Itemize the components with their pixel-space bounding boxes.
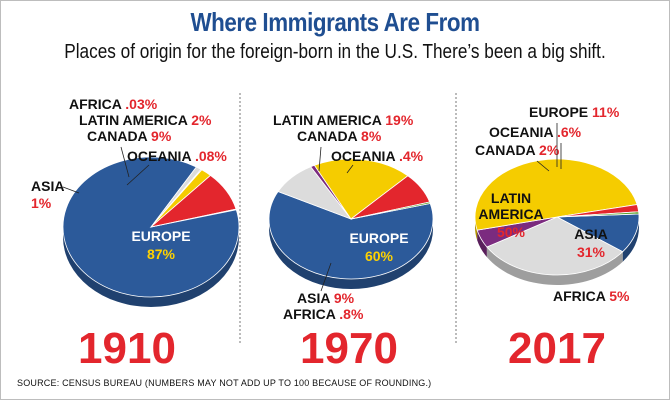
slice-value-africa-2017: 5% — [609, 288, 630, 304]
slice-label-latin-america-1910: LATIN AMERICA 2% — [79, 112, 212, 128]
panel-divider — [455, 93, 457, 343]
slice-value-oceania-1970: .4% — [399, 148, 424, 164]
slice-latin-america-1970 — [313, 158, 409, 220]
slice-label-latin-america-1970: LATIN AMERICA 19% — [273, 112, 414, 128]
slice-label-africa-2017: AFRICA 5% — [553, 288, 630, 304]
slice-value-europe-1910: 87% — [147, 246, 176, 262]
leader-line — [126, 164, 150, 186]
slice-europe-1970 — [268, 191, 434, 280]
slice-value-europe-2017: 11% — [592, 104, 620, 120]
slice-label-africa-1970: AFRICA .8% — [283, 306, 364, 322]
slice-oceania-1970 — [350, 201, 431, 220]
leader-line — [318, 146, 322, 172]
slice-label-africa-1910: AFRICA .03% — [69, 96, 158, 112]
slice-label-name: CANADA — [475, 142, 539, 158]
slice-value-asia-2017: 31% — [577, 244, 606, 260]
slice-label-name: CANADA — [87, 128, 151, 144]
slice-side-latin-america-2017 — [475, 217, 478, 241]
page-subtitle: Places of origin for the foreign-born in… — [64, 41, 606, 63]
slice-side-europe-1970 — [269, 219, 433, 289]
slice-label-europe-1970: EUROPE — [349, 230, 408, 246]
pie-chart-1910 — [62, 156, 240, 307]
slice-label-name: OCEANIA — [127, 148, 195, 164]
slice-label-asia-2017: ASIA — [574, 226, 607, 242]
leader-line — [62, 186, 80, 194]
slice-label-canada-2017: CANADA 2% — [475, 142, 560, 158]
slice-value-latin-america-2017: 50% — [497, 224, 526, 240]
slice-label-name: CANADA — [297, 128, 361, 144]
leader-line — [320, 262, 332, 292]
slice-latin-america-2017 — [474, 158, 638, 231]
slice-label-name: LATIN AMERICA — [273, 112, 385, 128]
slice-value-oceania-1910: .08% — [195, 148, 227, 164]
slice-value-africa-1970: .8% — [339, 306, 364, 322]
page-title: Where Immigrants Are From — [190, 7, 480, 37]
slice-value-europe-1970: 60% — [365, 248, 394, 264]
slice-value-latin-america-1910: 2% — [191, 112, 212, 128]
slice-label-latin-america-2017: AMERICA — [478, 206, 543, 222]
slice-value-canada-2017: 2% — [539, 142, 560, 158]
leader-line — [120, 146, 130, 178]
slice-label-asia-1970: ASIA 9% — [297, 290, 355, 306]
slice-label-name: OCEANIA — [331, 148, 399, 164]
slice-label-europe-1910: EUROPE — [131, 228, 190, 244]
slice-label-name: AFRICA — [553, 288, 609, 304]
year-labels: 1910 1970 2017 — [78, 324, 606, 373]
slice-label-canada-1910: CANADA 9% — [87, 128, 172, 144]
slice-value-asia-1970: 9% — [334, 290, 355, 306]
slice-value-canada-1910: 9% — [151, 128, 172, 144]
slice-label-oceania-1970: OCEANIA .4% — [331, 148, 424, 164]
source-note: SOURCE: CENSUS BUREAU (NUMBERS MAY NOT A… — [17, 378, 432, 388]
slice-label-latin-america-2017: LATIN — [491, 190, 531, 206]
slice-side-europe-2017 — [622, 217, 639, 262]
year-label-1910: 1910 — [78, 324, 176, 373]
leader-line — [346, 164, 354, 174]
slice-value-latin-america-1970: 19% — [385, 112, 414, 128]
slice-value-oceania-2017: .6% — [557, 124, 582, 140]
slice-oceania-1910 — [150, 208, 237, 228]
slice-label-europe-2017: EUROPE 11% — [529, 104, 620, 120]
leader-line — [536, 160, 550, 172]
slice-label-name: AFRICA — [69, 96, 125, 112]
slice-value-africa-1910: .03% — [125, 96, 157, 112]
slice-label-name: OCEANIA — [489, 124, 557, 140]
slice-value-asia-1910: 1% — [31, 195, 52, 211]
year-label-2017: 2017 — [508, 324, 606, 373]
slice-label-asia-1910: ASIA — [31, 178, 64, 194]
panel-divider — [239, 93, 241, 343]
year-label-1970: 1970 — [300, 324, 398, 373]
slice-label-oceania-1910: OCEANIA .08% — [127, 148, 227, 164]
pie-chart-1970 — [268, 158, 434, 289]
slice-asia-2017 — [486, 216, 624, 276]
slice-label-canada-1970: CANADA 8% — [297, 128, 382, 144]
pie-chart-2017 — [474, 158, 640, 285]
slice-side-asia-2017 — [486, 247, 623, 285]
slice-label-name: LATIN AMERICA — [79, 112, 191, 128]
slice-label-oceania-2017: OCEANIA .6% — [489, 124, 582, 140]
slice-label-name: AFRICA — [283, 306, 339, 322]
slice-value-canada-1970: 8% — [361, 128, 382, 144]
slice-oceania-2017 — [556, 211, 640, 218]
slice-label-name: EUROPE — [529, 104, 592, 120]
slice-label-name: ASIA — [297, 290, 334, 306]
